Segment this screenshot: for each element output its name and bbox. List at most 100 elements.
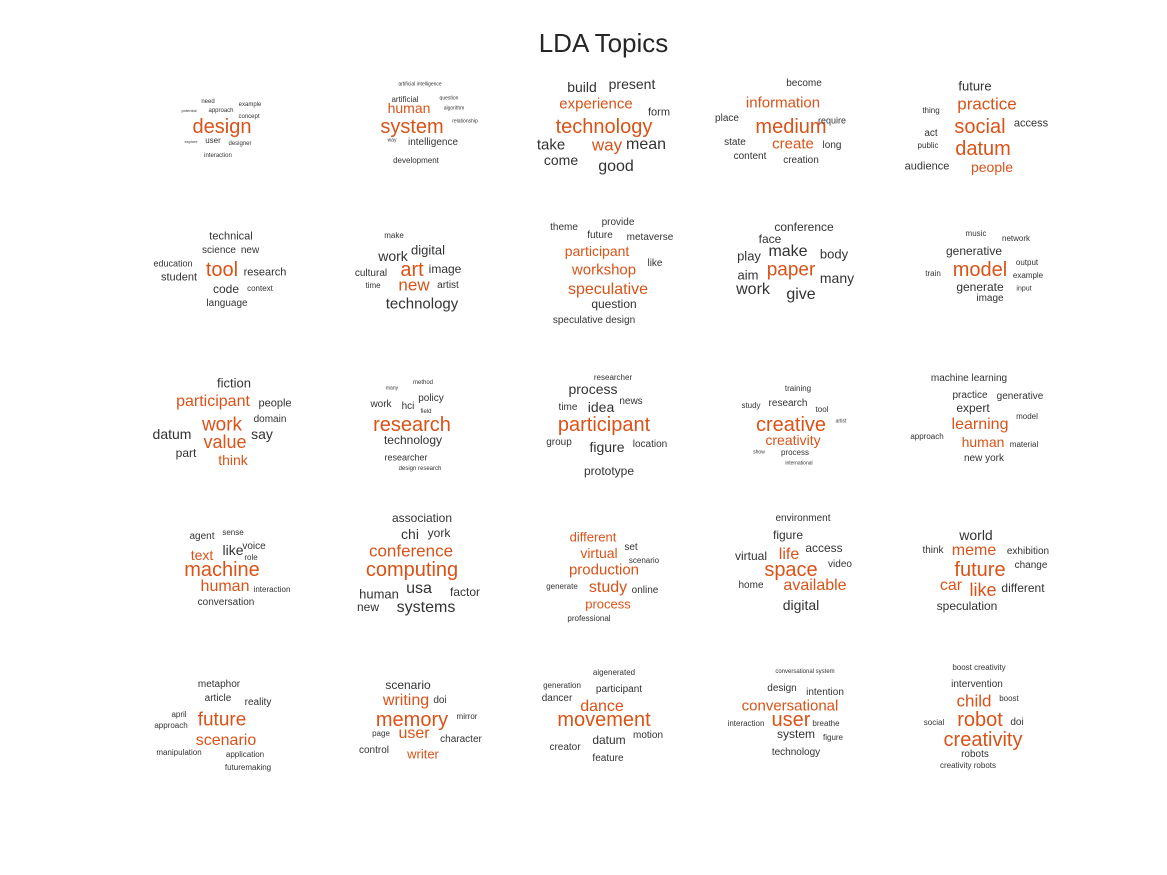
topic-word: cultural [354,268,388,279]
topic-word: artificial [391,95,419,104]
topic-word: doi [1010,717,1024,728]
topic-word: virtual [734,549,768,563]
topic-word: boost [999,694,1019,703]
topic-word: process [585,596,631,612]
topic-word: tool [815,405,829,414]
topic-word: datum [955,138,1011,160]
topic-word: participant [176,393,250,410]
topic-word: creativity [765,432,821,448]
topic-word: social [923,718,945,727]
topic-word: train [925,269,941,278]
topic-word: world [959,527,993,543]
topic-word: access [1013,117,1049,130]
topic-word: available [783,577,847,594]
topic-word: play [737,248,761,264]
topic-word: output [1015,258,1039,267]
topic-word: policy [418,393,444,404]
topic-word: technical [209,230,253,243]
topic-word: code [212,282,240,296]
topic-word: creation [783,155,819,166]
topic-word: paper [766,259,816,281]
topic-word: thing [922,106,940,115]
topic-word: approach [910,432,944,441]
topic-word: participant [595,684,643,695]
topic-word: human [359,586,399,602]
topic-word: memory [375,709,449,731]
topic-word: application [225,750,265,759]
topic-word: example [238,102,262,108]
topic-word: interaction [727,719,765,728]
topic-word: speculative [567,281,649,298]
topic-word: movement [557,709,651,731]
topic-word: artist [437,280,459,291]
topic-word: human [961,434,1005,450]
topic-word: explore [184,139,198,144]
topic-word: page [372,729,390,738]
topic-word: figure [589,439,625,455]
topic-word: way [591,135,623,155]
topic-word: intervention [951,679,1003,690]
topic-word: technology [385,295,459,313]
topic-word: set [624,542,638,553]
topic-word: speculative design [552,315,636,326]
topic-word: user [771,709,811,731]
topic-word: human [200,578,250,595]
topic-word: part [175,446,197,460]
topic-word: image [976,293,1004,304]
topic-word: place [715,113,739,124]
topic-word: artificial intelligence [398,81,442,88]
topic-word: technology [383,433,443,447]
topic-word: york [427,526,451,540]
topic-word: mean [625,136,667,153]
topic-word: present [608,76,656,92]
topic-word: association [391,511,453,525]
topic-word: learning [951,416,1009,433]
topic-word: intention [806,687,844,698]
topic-word: system [776,727,816,741]
topic-word: long [822,140,842,151]
topic-word: process [780,448,810,457]
topic-word: sense [222,528,244,537]
topic-word: information [745,94,821,112]
topic-word: voice [242,541,266,552]
topic-word: writer [407,746,439,762]
topic-word: think [218,452,248,468]
topic-word: music [965,229,987,238]
topic-word: factor [449,585,481,599]
topic-word: future [587,230,613,241]
topic-word: education [153,258,193,269]
topic-word: come [543,152,579,168]
topic-word: way [387,137,397,144]
topic-word: provide [601,217,635,228]
topic-word: like [222,542,244,558]
topic-word: social [954,116,1006,138]
topic-word: international [785,460,813,467]
topic-word: doi [433,695,447,706]
topic-word: prototype [583,464,635,478]
topic-word: like [647,258,663,269]
topic-word: scenario [628,556,660,565]
topic-word: theme [550,222,578,233]
topic-word: body [819,246,849,262]
topic-word: art [400,259,424,281]
topic-word: production [568,561,640,579]
topic-word: relationship [452,118,478,125]
topic-word: online [631,585,659,596]
topic-word: good [598,158,634,175]
topic-word: conversational [741,697,839,715]
topic-word: reality [244,697,272,708]
topic-word: audience [904,160,950,173]
topic-word: state [724,137,746,148]
topic-word: feature [592,753,624,764]
topic-word: creator [549,742,581,753]
topic-word: hci [401,401,415,412]
topic-word: usa [406,580,432,597]
topic-word: research [243,266,287,279]
topic-word: require [817,115,847,126]
topic-word: approach [208,108,234,114]
topic-word: work [370,399,392,410]
topic-word: researcher [593,373,633,382]
topic-word: figure [822,733,844,742]
topic-word: control [358,745,390,756]
